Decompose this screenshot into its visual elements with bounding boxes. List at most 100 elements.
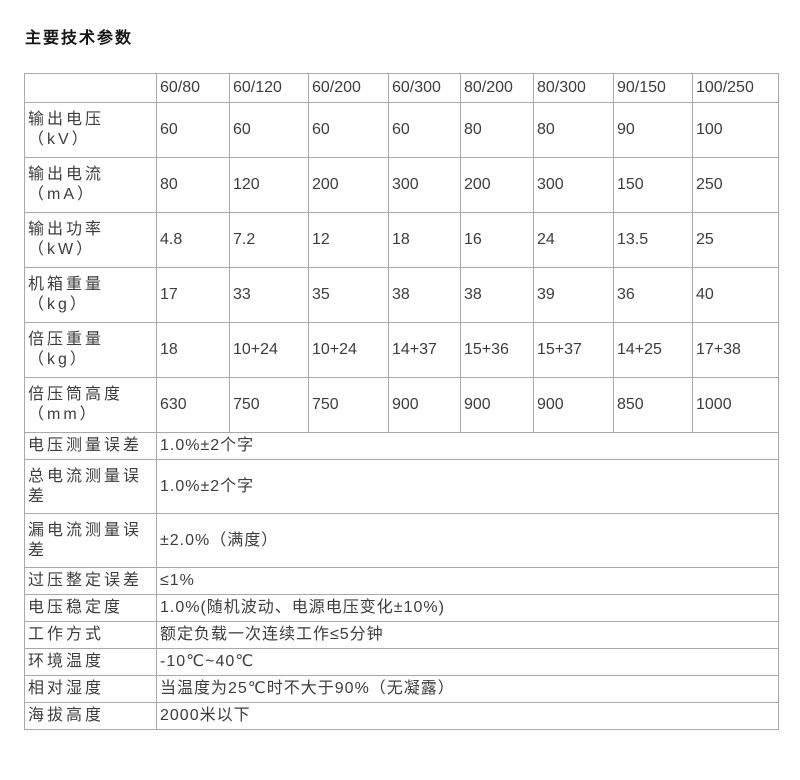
- param-value: 60: [388, 102, 461, 158]
- param-value: 60: [229, 102, 309, 158]
- spec-label: 电压测量误差: [24, 432, 157, 460]
- param-label-cell: 倍压筒高度 （mm）: [24, 377, 157, 433]
- param-value: 18: [388, 212, 461, 268]
- spec-label: 电压稳定度: [24, 594, 157, 622]
- param-value: 150: [613, 157, 693, 213]
- param-label-cell: 倍压重量 （kg）: [24, 322, 157, 378]
- param-unit: （kV）: [28, 131, 91, 148]
- param-value: 24: [533, 212, 614, 268]
- param-label-cell: 机箱重量 （kg）: [24, 267, 157, 323]
- param-value: 750: [229, 377, 309, 433]
- spec-value: 当温度为25℃时不大于90%（无凝露）: [156, 675, 779, 703]
- param-value: 38: [460, 267, 534, 323]
- spec-label: 漏电流测量误差: [24, 513, 157, 568]
- param-unit: （kg）: [28, 296, 89, 313]
- param-value: 120: [229, 157, 309, 213]
- spec-label: 海拔高度: [24, 702, 157, 730]
- param-value: 4.8: [156, 212, 230, 268]
- model-header: 60/120: [229, 73, 309, 103]
- param-value: 300: [533, 157, 614, 213]
- param-value: 40: [692, 267, 779, 323]
- param-unit: （kW）: [28, 241, 96, 258]
- corner-cell: [24, 73, 157, 103]
- spec-row-working-mode: 工作方式 额定负载一次连续工作≤5分钟: [24, 621, 779, 649]
- param-value: 90: [613, 102, 693, 158]
- spec-row-overvoltage-setting-error: 过压整定误差 ≤1%: [24, 567, 779, 595]
- page-title: 主要技术参数: [25, 28, 134, 47]
- param-value-highlighted: 35: [308, 267, 389, 323]
- spec-table: 60/80 60/120 60/200 60/300 80/200 80/300…: [24, 73, 779, 730]
- spec-value: ≤1%: [156, 567, 779, 595]
- spec-value: 1.0%±2个字: [156, 459, 779, 514]
- param-value: 100: [692, 102, 779, 158]
- param-value: 80: [460, 102, 534, 158]
- spec-row-voltage-stability: 电压稳定度 1.0%(随机波动、电源电压变化±10%): [24, 594, 779, 622]
- spec-label: 工作方式: [24, 621, 157, 649]
- param-value: 10+24: [229, 322, 309, 378]
- spec-row-total-current-measure-error: 总电流测量误差 1.0%±2个字: [24, 459, 779, 514]
- spec-label: 环境温度: [24, 648, 157, 676]
- param-value: 80: [533, 102, 614, 158]
- param-value-highlighted: 60: [308, 102, 389, 158]
- spec-label: 总电流测量误差: [24, 459, 157, 514]
- param-value: 25: [692, 212, 779, 268]
- param-value: 14+25: [613, 322, 693, 378]
- param-value: 36: [613, 267, 693, 323]
- param-value: 15+36: [460, 322, 534, 378]
- param-label: 机箱重量: [28, 276, 105, 293]
- param-value: 13.5: [613, 212, 693, 268]
- param-value: 17: [156, 267, 230, 323]
- param-value: 18: [156, 322, 230, 378]
- model-header: 100/250: [692, 73, 779, 103]
- param-value: 850: [613, 377, 693, 433]
- param-value: 80: [156, 157, 230, 213]
- param-value: 900: [388, 377, 461, 433]
- spec-value: 1.0%(随机波动、电源电压变化±10%): [156, 594, 779, 622]
- param-value: 38: [388, 267, 461, 323]
- spec-row-voltage-measure-error: 电压测量误差 1.0%±2个字: [24, 432, 779, 460]
- param-value: 900: [533, 377, 614, 433]
- param-row-output-voltage: 输出电压 （kV） 60 60 60 60 80 80 90 100: [24, 102, 779, 158]
- model-header-highlighted: 60/200: [308, 73, 389, 103]
- model-header: 80/300: [533, 73, 614, 103]
- param-row-doubler-height: 倍压筒高度 （mm） 630 750 750 900 900 900 850 1…: [24, 377, 779, 433]
- param-label: 输出功率: [28, 221, 105, 238]
- param-value-highlighted: 10+24: [308, 322, 389, 378]
- param-value: 16: [460, 212, 534, 268]
- spec-value: 1.0%±2个字: [156, 432, 779, 460]
- param-label: 倍压重量: [28, 331, 105, 348]
- param-value: 200: [460, 157, 534, 213]
- param-value: 15+37: [533, 322, 614, 378]
- model-header: 90/150: [613, 73, 693, 103]
- param-unit: （mm）: [28, 406, 99, 423]
- param-value-highlighted: 750: [308, 377, 389, 433]
- param-value: 14+37: [388, 322, 461, 378]
- spec-row-leak-current-measure-error: 漏电流测量误差 ±2.0%（满度）: [24, 513, 779, 568]
- param-value: 60: [156, 102, 230, 158]
- param-value: 17+38: [692, 322, 779, 378]
- param-label: 输出电流: [28, 166, 105, 183]
- spec-label: 相对湿度: [24, 675, 157, 703]
- param-unit: （mA）: [28, 186, 97, 203]
- param-value: 39: [533, 267, 614, 323]
- param-value: 33: [229, 267, 309, 323]
- param-value: 1000: [692, 377, 779, 433]
- spec-row-altitude: 海拔高度 2000米以下: [24, 702, 779, 730]
- spec-row-ambient-temperature: 环境温度 -10℃~40℃: [24, 648, 779, 676]
- param-unit: （kg）: [28, 351, 89, 368]
- param-value: 900: [460, 377, 534, 433]
- param-row-doubler-weight: 倍压重量 （kg） 18 10+24 10+24 14+37 15+36 15+…: [24, 322, 779, 378]
- spec-value: 额定负载一次连续工作≤5分钟: [156, 621, 779, 649]
- spec-value: ±2.0%（满度）: [156, 513, 779, 568]
- spec-label: 过压整定误差: [24, 567, 157, 595]
- model-header-row: 60/80 60/120 60/200 60/300 80/200 80/300…: [24, 73, 779, 103]
- param-label: 输出电压: [28, 111, 105, 128]
- param-label: 倍压筒高度: [28, 386, 124, 403]
- param-row-output-current: 输出电流 （mA） 80 120 200 300 200 300 150 250: [24, 157, 779, 213]
- param-value: 300: [388, 157, 461, 213]
- param-row-chassis-weight: 机箱重量 （kg） 17 33 35 38 38 39 36 40: [24, 267, 779, 323]
- param-label-cell: 输出电流 （mA）: [24, 157, 157, 213]
- param-value-highlighted: 12: [308, 212, 389, 268]
- model-header: 60/300: [388, 73, 461, 103]
